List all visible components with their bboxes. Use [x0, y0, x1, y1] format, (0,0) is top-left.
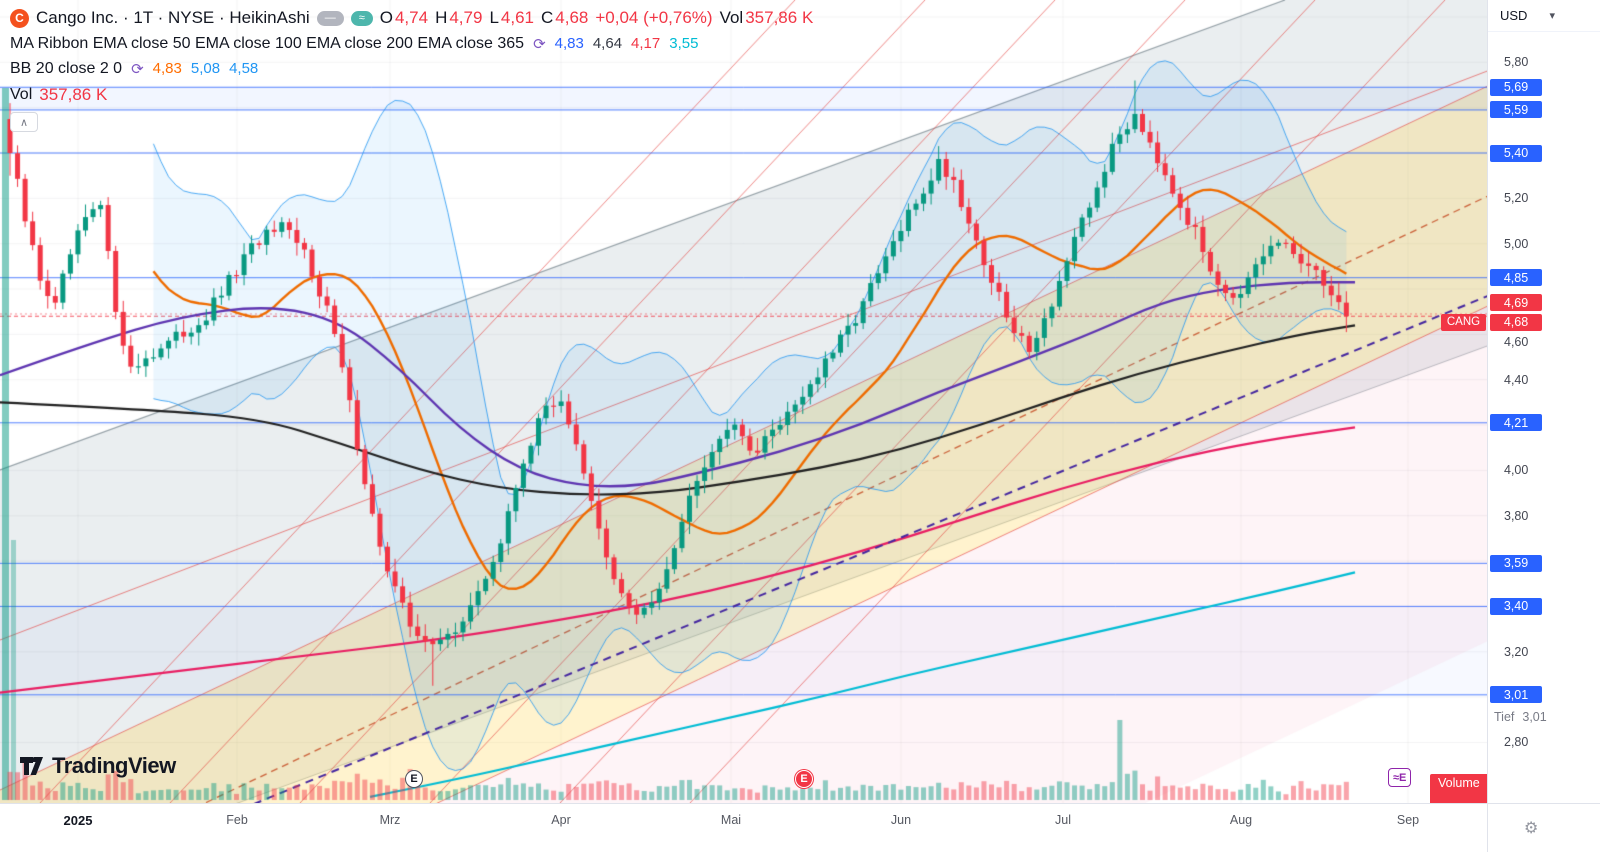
- chevron-down-icon: ▾: [1549, 10, 1555, 22]
- legend-row-volume: Vol 357,86 K: [10, 85, 813, 105]
- price-label-3-40[interactable]: 3,40: [1490, 597, 1542, 615]
- price-axis[interactable]: USD ▾ 5,80 5,69 5,59 5,40 5,20 5,00 4,85 4,69 4,…: [1487, 0, 1600, 803]
- vol-value: 357,86 K: [745, 8, 814, 27]
- legend-row-bb: BB 20 close 2 0 ⟳ 4,83 5,08 4,58: [10, 60, 813, 78]
- tradingview-logo[interactable]: TradingView: [18, 752, 176, 779]
- currency-label: USD: [1500, 8, 1528, 23]
- price-label-3-20: 3,20: [1504, 644, 1529, 659]
- earnings-marker-2[interactable]: ≈E: [1388, 768, 1412, 787]
- open-value: 4,74: [394, 8, 429, 27]
- low-prefix-label: Tief: [1494, 709, 1515, 724]
- bb-label[interactable]: BB 20 close 2 0: [10, 60, 123, 77]
- price-label-4-69[interactable]: 4,69: [1490, 294, 1542, 312]
- change-value: +0,04 (+0,76%): [595, 8, 713, 27]
- close-label: C: [541, 8, 554, 27]
- time-label-Jul: Jul: [1055, 813, 1071, 827]
- time-axis[interactable]: 2025 Feb Mrz Apr Mai Jun Jul Aug Sep: [0, 803, 1487, 852]
- ribbon-values-2: 4,17: [631, 35, 661, 52]
- price-label-2-80: 2,80: [1504, 735, 1529, 750]
- legend-collapse-button[interactable]: ∧: [10, 112, 38, 132]
- ma-ribbon-label[interactable]: MA Ribbon EMA close 50 EMA close 100 EMA…: [10, 35, 525, 52]
- chart-legend: C Cango Inc. · 1T · NYSE · HeikinAshi — …: [10, 8, 813, 132]
- price-label-4-68[interactable]: 4,68: [1490, 313, 1542, 331]
- time-label-Mai: Mai: [720, 813, 742, 827]
- price-label-5-00: 5,00: [1504, 236, 1529, 251]
- volume-indicator-label[interactable]: Vol: [10, 86, 33, 103]
- visibility-toggle-dash[interactable]: —: [316, 10, 344, 26]
- price-label-5-59[interactable]: 5,59: [1490, 101, 1542, 119]
- price-label-4-60: 4,60: [1504, 335, 1529, 350]
- price-label-5-80: 5,80: [1504, 55, 1529, 70]
- price-label-3-80: 3,80: [1504, 508, 1529, 523]
- time-label-Sep: Sep: [1396, 813, 1420, 827]
- currency-selector[interactable]: USD ▾: [1488, 0, 1600, 32]
- earnings-marker-0[interactable]: E: [405, 770, 423, 788]
- price-label-3-01[interactable]: 3,01: [1490, 686, 1542, 704]
- bb-values-2: 4,58: [229, 60, 259, 77]
- time-label-Feb: Feb: [226, 813, 248, 827]
- close-value: 4,68: [555, 8, 589, 27]
- time-label-Aug: Aug: [1229, 813, 1253, 827]
- bb-values-0: 4,83: [152, 60, 182, 77]
- volume-badge[interactable]: Volume 357,86 K: [1430, 774, 1487, 803]
- open-label: O: [379, 8, 393, 27]
- volume-indicator-value: 357,86 K: [39, 85, 108, 104]
- price-label-4-21[interactable]: 4,21: [1490, 414, 1542, 432]
- time-label-Mrz: Mrz: [379, 813, 401, 827]
- price-label-5-40[interactable]: 5,40: [1490, 144, 1542, 162]
- price-label-3-59[interactable]: 3,59: [1490, 554, 1542, 572]
- price-label-5-20: 5,20: [1504, 191, 1529, 206]
- earnings-marker-1[interactable]: E: [795, 770, 813, 788]
- legend-row-ma-ribbon: MA Ribbon EMA close 50 EMA close 100 EMA…: [10, 35, 813, 53]
- candlestick-chart-canvas[interactable]: [0, 0, 1487, 803]
- symbol-logo: C: [10, 8, 29, 28]
- refresh-loop-icon[interactable]: ⟳: [533, 36, 546, 53]
- price-label-4-40: 4,40: [1504, 372, 1529, 387]
- symbol-title[interactable]: Cango Inc. · 1T · NYSE · HeikinAshi: [36, 8, 310, 27]
- volume-badge-label: Volume: [1430, 774, 1487, 803]
- refresh-loop-icon[interactable]: ⟳: [131, 61, 144, 78]
- tradingview-wordmark: TradingView: [52, 752, 176, 778]
- bb-values: 4,83 5,08 4,58: [153, 60, 268, 78]
- high-value: 4,79: [449, 8, 483, 27]
- settings-gear-icon[interactable]: ⚙: [1524, 820, 1539, 837]
- time-label-Jun: Jun: [890, 813, 912, 827]
- time-label-Apr: Apr: [551, 813, 571, 827]
- price-label-5-69[interactable]: 5,69: [1490, 78, 1542, 96]
- price-label-4-85[interactable]: 4,85: [1490, 269, 1542, 287]
- legend-row-symbol: C Cango Inc. · 1T · NYSE · HeikinAshi — …: [10, 8, 813, 28]
- price-label-4-00: 4,00: [1504, 463, 1529, 478]
- time-label-2025: 2025: [63, 813, 93, 828]
- ribbon-values-1: 4,64: [592, 35, 623, 52]
- ribbon-values-0: 4,83: [554, 35, 584, 52]
- low-value: 4,61: [500, 8, 534, 27]
- axis-corner: ⚙: [1487, 803, 1600, 852]
- ribbon-values: 4,83 4,64 4,17 3,55: [555, 35, 708, 53]
- high-label: H: [435, 8, 448, 27]
- symbol-price-tag: CANG: [1441, 313, 1486, 331]
- vol-label: Vol: [719, 8, 744, 27]
- price-label-3-01-low: Tief 3,01: [1494, 709, 1547, 724]
- tradingview-glyph-icon: [20, 757, 43, 775]
- visibility-toggle-wave[interactable]: ≈: [350, 10, 373, 26]
- bb-values-1: 5,08: [190, 60, 221, 77]
- low-label: L: [489, 8, 499, 27]
- ribbon-values-3: 3,55: [669, 35, 699, 52]
- chart-area[interactable]: C Cango Inc. · 1T · NYSE · HeikinAshi — …: [0, 0, 1487, 803]
